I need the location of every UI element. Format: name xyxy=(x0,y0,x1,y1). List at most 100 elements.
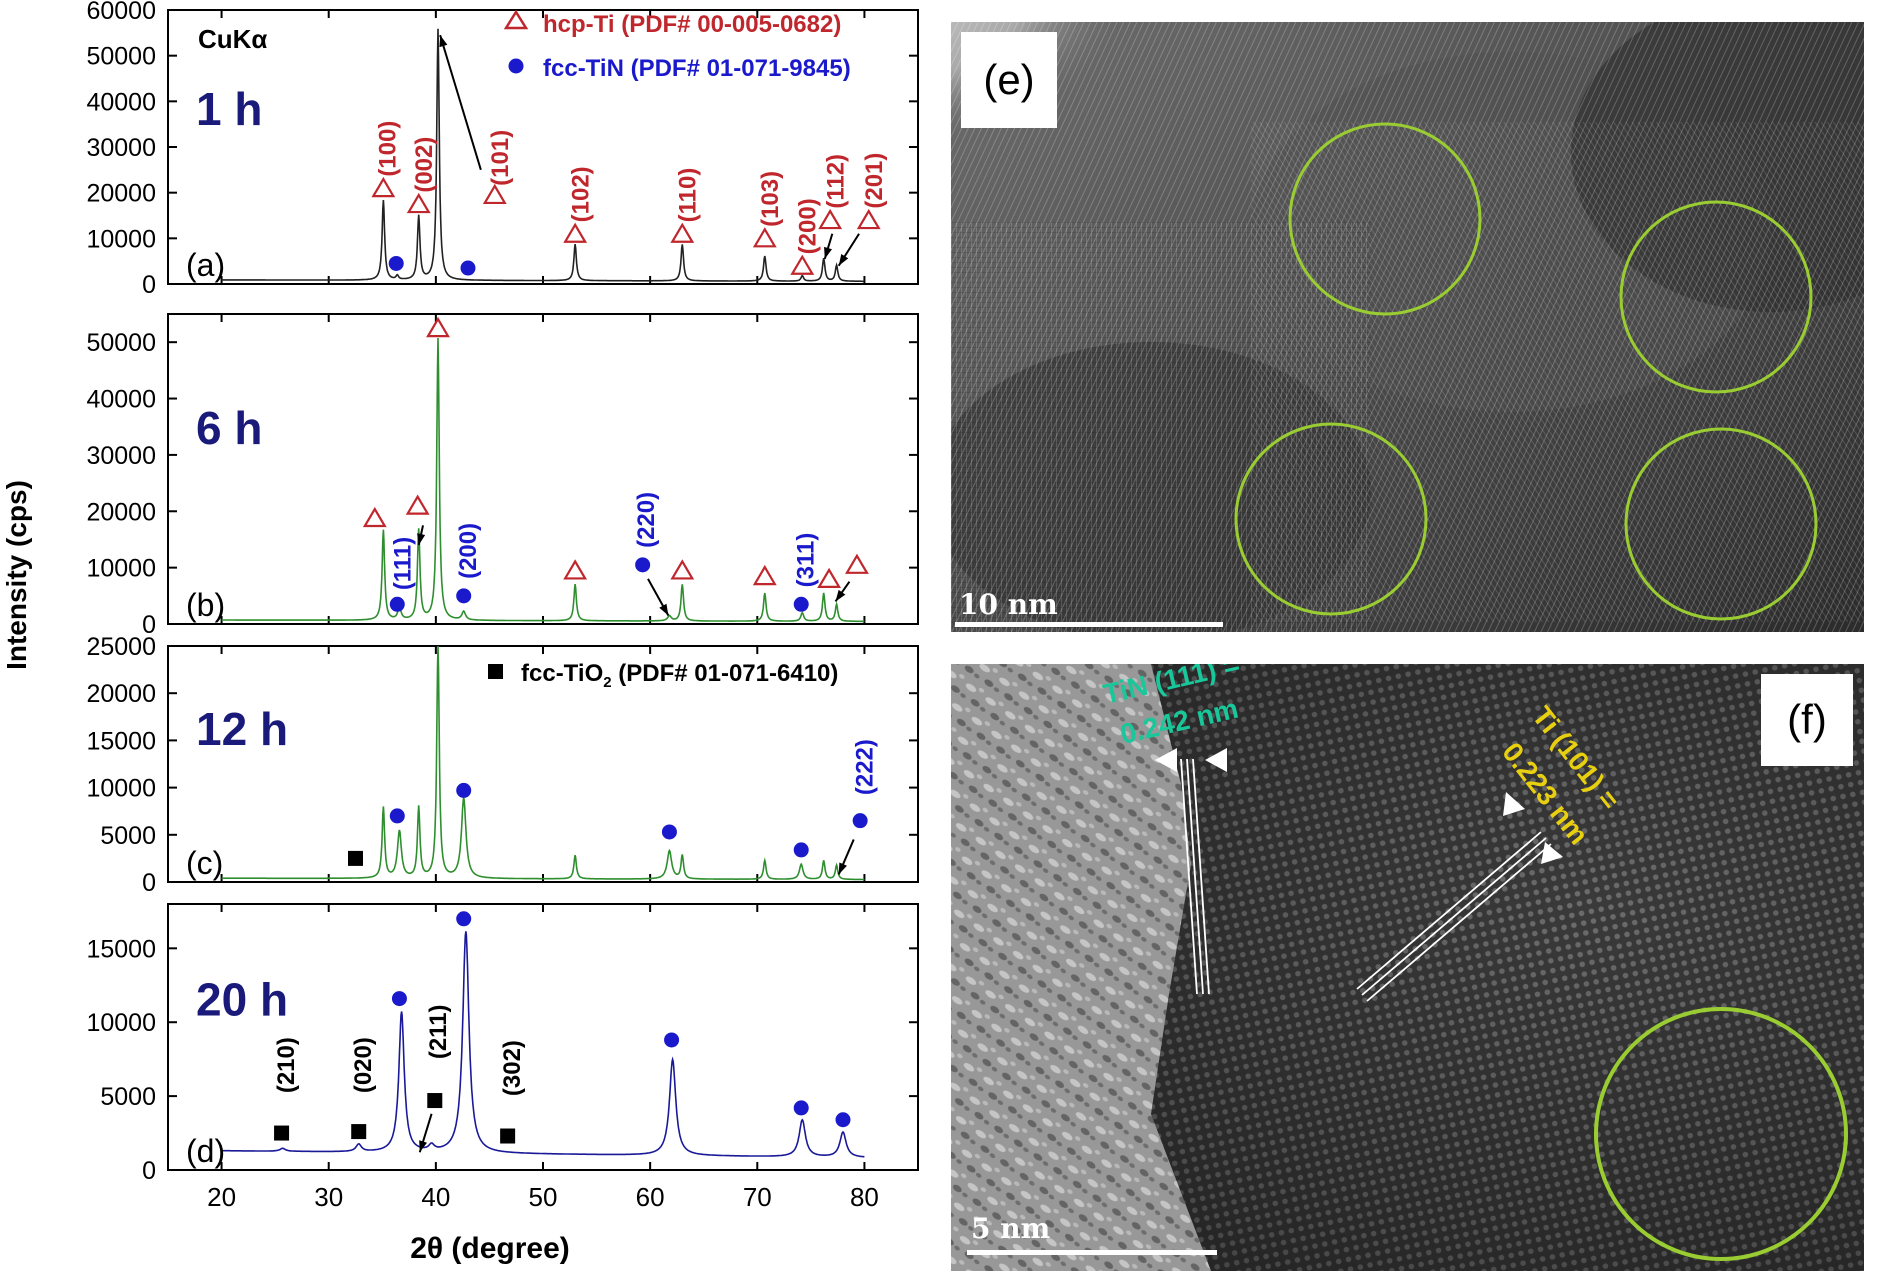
tem-image-e: (e) 10 nm xyxy=(951,22,1864,632)
tin-peak-marker xyxy=(391,991,407,1007)
y-tick-label: 50000 xyxy=(86,329,156,357)
xrd-panel-a: 0 10000 20000 30000 40000 50000 60000 1 h (a) (10… xyxy=(86,0,919,299)
arrow-head xyxy=(838,254,849,266)
y-tick-label: 20000 xyxy=(86,498,156,526)
hkl-label: (210) xyxy=(273,1037,300,1093)
y-tick-label: 5000 xyxy=(100,1083,156,1111)
panel-letter: (b) xyxy=(186,587,225,623)
y-tick-label: 10000 xyxy=(86,225,156,253)
xrd-pattern-line xyxy=(221,645,865,881)
hkl-label: (220) xyxy=(633,492,660,548)
crystallite-circle-3 xyxy=(1234,422,1428,616)
panel-label-f: (f) xyxy=(1761,674,1853,766)
y-tick-label: 20000 xyxy=(86,680,156,708)
x-tick-label: 60 xyxy=(636,1182,665,1212)
crystallite-circle-1 xyxy=(1288,122,1482,316)
ti-peak-marker xyxy=(482,183,507,205)
time-label: 6 h xyxy=(196,402,262,454)
y-tick-label: 0 xyxy=(142,869,156,897)
ti-peak-marker xyxy=(563,559,588,580)
tin-peak-marker xyxy=(460,260,476,276)
tio2-peak-marker xyxy=(274,1125,290,1141)
arrow-head xyxy=(659,603,669,616)
ti-peak-marker xyxy=(790,254,815,275)
panel-letter: (a) xyxy=(186,247,225,283)
tin-peak-marker xyxy=(388,255,404,271)
x-tick-label: 20 xyxy=(207,1182,236,1212)
hkl-label: (102) xyxy=(568,166,595,222)
y-tick-label: 30000 xyxy=(86,442,156,470)
ti-peak-marker xyxy=(818,208,843,230)
tin-peak-marker xyxy=(456,782,472,798)
tin-peak-marker xyxy=(793,596,809,612)
hkl-label: (200) xyxy=(455,523,482,579)
y-tick-label: 0 xyxy=(142,1157,156,1185)
y-tick-label: 60000 xyxy=(86,0,156,25)
tin-peak-marker xyxy=(456,911,472,927)
time-label: 1 h xyxy=(196,83,262,135)
scale-label-f: 5 nm xyxy=(971,1212,1051,1245)
ti-peak-marker xyxy=(670,222,695,243)
x-tick-label: 80 xyxy=(850,1182,879,1212)
ti-peak-marker xyxy=(670,559,695,580)
y-tick-label: 40000 xyxy=(86,88,156,116)
tio2-peak-marker xyxy=(351,1124,367,1140)
panel-letter: (c) xyxy=(186,845,223,881)
hkl-label: (002) xyxy=(411,137,438,193)
xrd-panel-b: 0 10000 20000 30000 40000 50000 6 h (b) (111) (20… xyxy=(86,313,919,639)
y-tick-label: 15000 xyxy=(86,935,156,963)
x-tick-label: 30 xyxy=(314,1182,343,1212)
tin-peak-marker xyxy=(389,808,405,824)
tio2-peak-marker xyxy=(348,850,363,866)
ti-peak-marker xyxy=(752,227,777,248)
hkl-label: (103) xyxy=(757,171,784,227)
x-tick-label: 50 xyxy=(529,1182,558,1212)
tem-image-f: TiN (111) = 0.242 nm Ti (101) = 0.223 nm… xyxy=(951,664,1864,1271)
hkl-label: (111) xyxy=(390,537,417,590)
y-tick-label: 10000 xyxy=(86,775,156,803)
hkl-label: (200) xyxy=(795,198,822,254)
arrow-head xyxy=(417,533,426,546)
ti-peak-marker xyxy=(752,564,777,586)
ti-peak-marker xyxy=(362,506,387,528)
arrow-head xyxy=(419,1140,428,1153)
arrow-head xyxy=(835,589,846,602)
x-tick-label: 70 xyxy=(743,1182,772,1212)
arrow-head xyxy=(439,35,448,48)
hkl-label: (100) xyxy=(375,121,402,177)
scale-bar-f xyxy=(967,1250,1217,1255)
crystallite-circle-2 xyxy=(1619,200,1813,394)
radiation-label: CuKα xyxy=(198,24,267,54)
y-tick-label: 40000 xyxy=(86,386,156,414)
tin-peak-marker xyxy=(456,588,472,604)
y-tick-label: 20000 xyxy=(86,180,156,208)
tio2-peak-marker xyxy=(500,1128,516,1144)
legend-ti-label: hcp-Ti (PDF# 00-005-0682) xyxy=(543,11,841,38)
y-tick-label: 15000 xyxy=(86,727,156,755)
xrd-panel-c: 0 5000 10000 15000 20000 25000 12 h (c) (222) xyxy=(86,633,919,897)
ti-peak-marker xyxy=(845,553,869,574)
y-axis-label: Intensity (cps) xyxy=(1,480,32,670)
tin-peak-marker xyxy=(793,842,809,858)
panel-letter: (d) xyxy=(186,1133,225,1169)
tin-peak-marker xyxy=(835,1112,851,1128)
hkl-label: (020) xyxy=(350,1037,377,1093)
ti-peak-marker xyxy=(563,222,588,243)
tio2-peak-marker xyxy=(427,1093,443,1109)
hkl-label: (211) xyxy=(425,1004,452,1059)
annotation-arrow xyxy=(439,34,482,171)
tin-peak-marker xyxy=(661,824,677,840)
tin-peak-marker xyxy=(793,1100,809,1116)
ti-peak-marker xyxy=(817,567,841,589)
xrd-panel-d: 0 5000 10000 15000 20 h (d) (210) (020) (211) (30… xyxy=(86,903,919,1185)
y-tick-label: 5000 xyxy=(100,822,156,850)
tin-peak-marker xyxy=(664,1032,680,1048)
crystallite-circle-f xyxy=(1594,1007,1848,1261)
scale-label-e: 10 nm xyxy=(959,588,1058,621)
tin-peak-marker xyxy=(852,813,868,829)
legend: CuKα hcp-Ti (PDF# 00-005-0682) fcc-TiN (… xyxy=(198,9,851,691)
crystallite-circle-4 xyxy=(1624,427,1818,621)
legend-square-icon xyxy=(488,664,503,679)
ti-peak-marker xyxy=(426,316,450,338)
